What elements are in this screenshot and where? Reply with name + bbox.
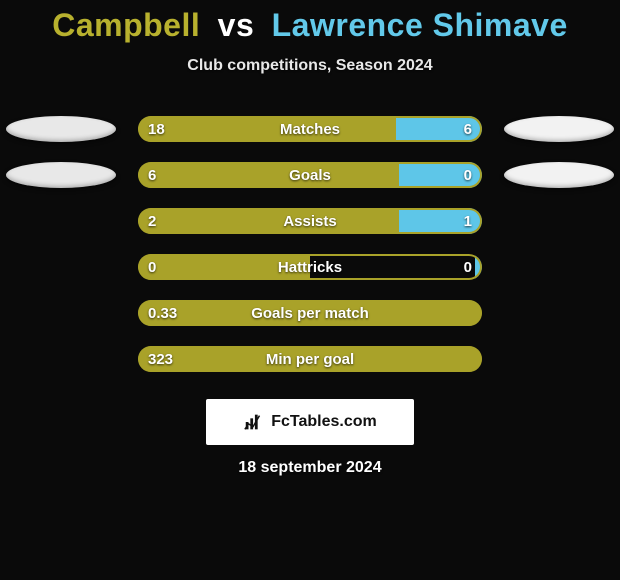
title-vs: vs xyxy=(218,7,255,43)
stat-value-left: 0.33 xyxy=(138,300,187,326)
team-badge-left xyxy=(6,116,116,142)
stat-value-right: 0 xyxy=(454,162,482,188)
brand-text: FcTables.com xyxy=(271,413,377,431)
stat-bar: 00Hattricks xyxy=(138,254,482,280)
stat-value-left: 6 xyxy=(138,162,166,188)
subtitle: Club competitions, Season 2024 xyxy=(0,57,620,75)
stat-value-left: 2 xyxy=(138,208,166,234)
stat-row: 186Matches xyxy=(0,109,620,155)
brand-badge: FcTables.com xyxy=(206,399,414,445)
page-title: Campbell vs Lawrence Shimave xyxy=(0,8,620,43)
team-badge-left xyxy=(6,162,116,188)
date-text: 18 september 2024 xyxy=(0,459,620,477)
stat-row: 00Hattricks xyxy=(0,247,620,293)
bar-segment-left xyxy=(138,208,399,234)
stat-row: 323Min per goal xyxy=(0,339,620,385)
team-badge-right xyxy=(504,162,614,188)
stat-row: 0.33Goals per match xyxy=(0,293,620,339)
bar-segment-left xyxy=(138,116,396,142)
stat-rows: 186Matches60Goals21Assists00Hattricks0.3… xyxy=(0,109,620,385)
comparison-infographic: Campbell vs Lawrence Shimave Club compet… xyxy=(0,0,620,580)
chart-icon xyxy=(243,411,265,433)
stat-bar: 323Min per goal xyxy=(138,346,482,372)
stat-value-left: 18 xyxy=(138,116,175,142)
stat-value-right: 6 xyxy=(454,116,482,142)
stat-bar: 0.33Goals per match xyxy=(138,300,482,326)
team-badge-right xyxy=(504,116,614,142)
title-player2: Lawrence Shimave xyxy=(272,7,568,43)
title-player1: Campbell xyxy=(52,7,200,43)
stat-value-right: 1 xyxy=(454,208,482,234)
stat-value-right: 0 xyxy=(454,254,482,280)
stat-row: 60Goals xyxy=(0,155,620,201)
stat-row: 21Assists xyxy=(0,201,620,247)
bar-segment-left xyxy=(138,162,399,188)
bar-segment-left xyxy=(138,346,482,372)
stat-bar: 186Matches xyxy=(138,116,482,142)
stat-value-left: 323 xyxy=(138,346,183,372)
bar-segment-left xyxy=(138,300,482,326)
stat-bar: 60Goals xyxy=(138,162,482,188)
stat-value-left: 0 xyxy=(138,254,166,280)
stat-bar: 21Assists xyxy=(138,208,482,234)
